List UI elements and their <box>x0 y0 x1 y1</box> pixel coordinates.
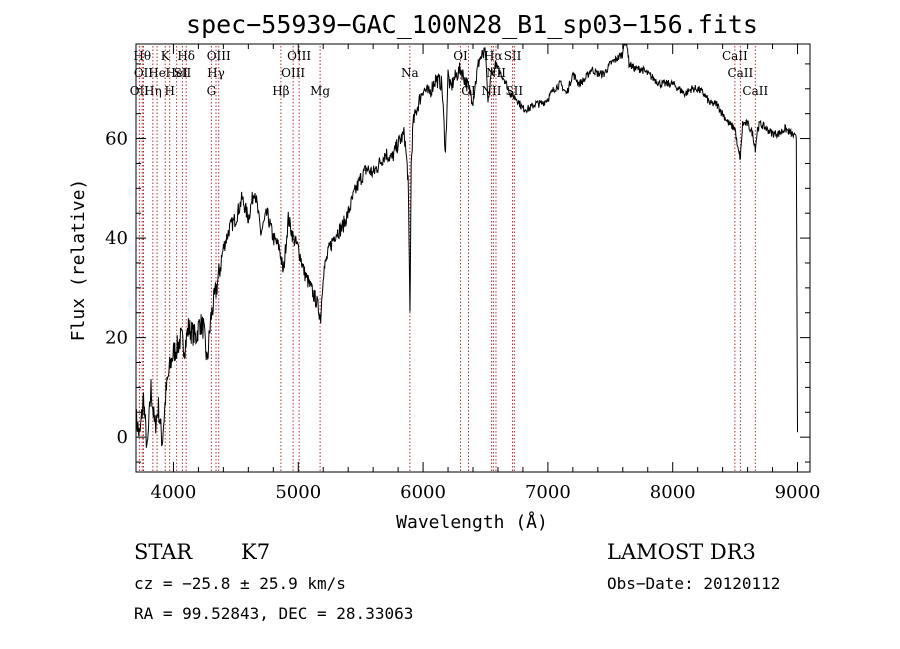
line-label: Mg <box>310 84 330 98</box>
axis-ticks: 4000 5000 6000 7000 8000 9000 0 20 40 60 <box>105 44 820 503</box>
line-label: Hθ <box>133 49 151 63</box>
line-label: Na <box>401 66 419 80</box>
ra-dec-coordinates: RA = 99.52843, DEC = 28.33063 <box>134 604 414 623</box>
object-subclass: K7 <box>241 540 271 564</box>
redshift-velocity: cz = −25.8 ± 25.9 km/s <box>134 574 346 593</box>
y-tick-label: 0 <box>117 427 128 448</box>
line-label: OIII <box>207 49 231 63</box>
observation-date: Obs−Date: 20120112 <box>607 574 781 593</box>
x-tick-label: 9000 <box>775 482 821 503</box>
emission-absorption-lines: OIIHθOIIHηHeKHHeISIIHδGHγOIIIHβOIIIOIIIM… <box>130 46 768 471</box>
line-label: K <box>161 49 171 63</box>
line-label: OI <box>453 49 468 63</box>
line-label: OI <box>461 84 476 98</box>
line-label: SII <box>504 49 522 63</box>
x-tick-label: 8000 <box>650 482 696 503</box>
line-label: CaII <box>727 66 753 80</box>
line-label: OII <box>134 66 154 80</box>
x-tick-label: 6000 <box>400 482 446 503</box>
line-label: H <box>164 84 174 98</box>
line-label: OII <box>130 84 150 98</box>
x-axis-label: Wavelength (Å) <box>396 511 548 533</box>
x-tick-label: 5000 <box>275 482 321 503</box>
y-tick-label: 40 <box>105 228 128 249</box>
line-label: Hγ <box>207 66 225 80</box>
line-label: Hα <box>484 49 503 63</box>
line-label: He <box>148 66 166 80</box>
line-label: SII <box>174 66 192 80</box>
line-label: HeI <box>166 66 189 80</box>
chart-title: spec−55939−GAC_100N28_B1_sp03−156.fits <box>186 10 758 39</box>
line-label: CaII <box>742 84 768 98</box>
line-label: G <box>207 84 217 98</box>
object-class: STAR <box>134 540 193 564</box>
y-axis-label: Flux (relative) <box>68 179 89 342</box>
plot-frame <box>135 43 811 473</box>
line-label: OIII <box>281 66 305 80</box>
spectrum-series <box>135 44 798 448</box>
line-label: CaII <box>722 49 748 63</box>
line-label: Hβ <box>272 84 289 98</box>
survey-name: LAMOST DR3 <box>607 540 756 564</box>
line-label: NII <box>481 84 501 98</box>
line-label: OIII <box>287 49 311 63</box>
x-tick-label: 4000 <box>151 482 197 503</box>
y-tick-label: 60 <box>105 129 128 150</box>
y-tick-label: 20 <box>105 328 128 349</box>
x-tick-label: 7000 <box>525 482 571 503</box>
line-label: Hη <box>144 84 162 98</box>
line-label: Hδ <box>177 49 195 63</box>
spectrum-line <box>135 44 798 448</box>
